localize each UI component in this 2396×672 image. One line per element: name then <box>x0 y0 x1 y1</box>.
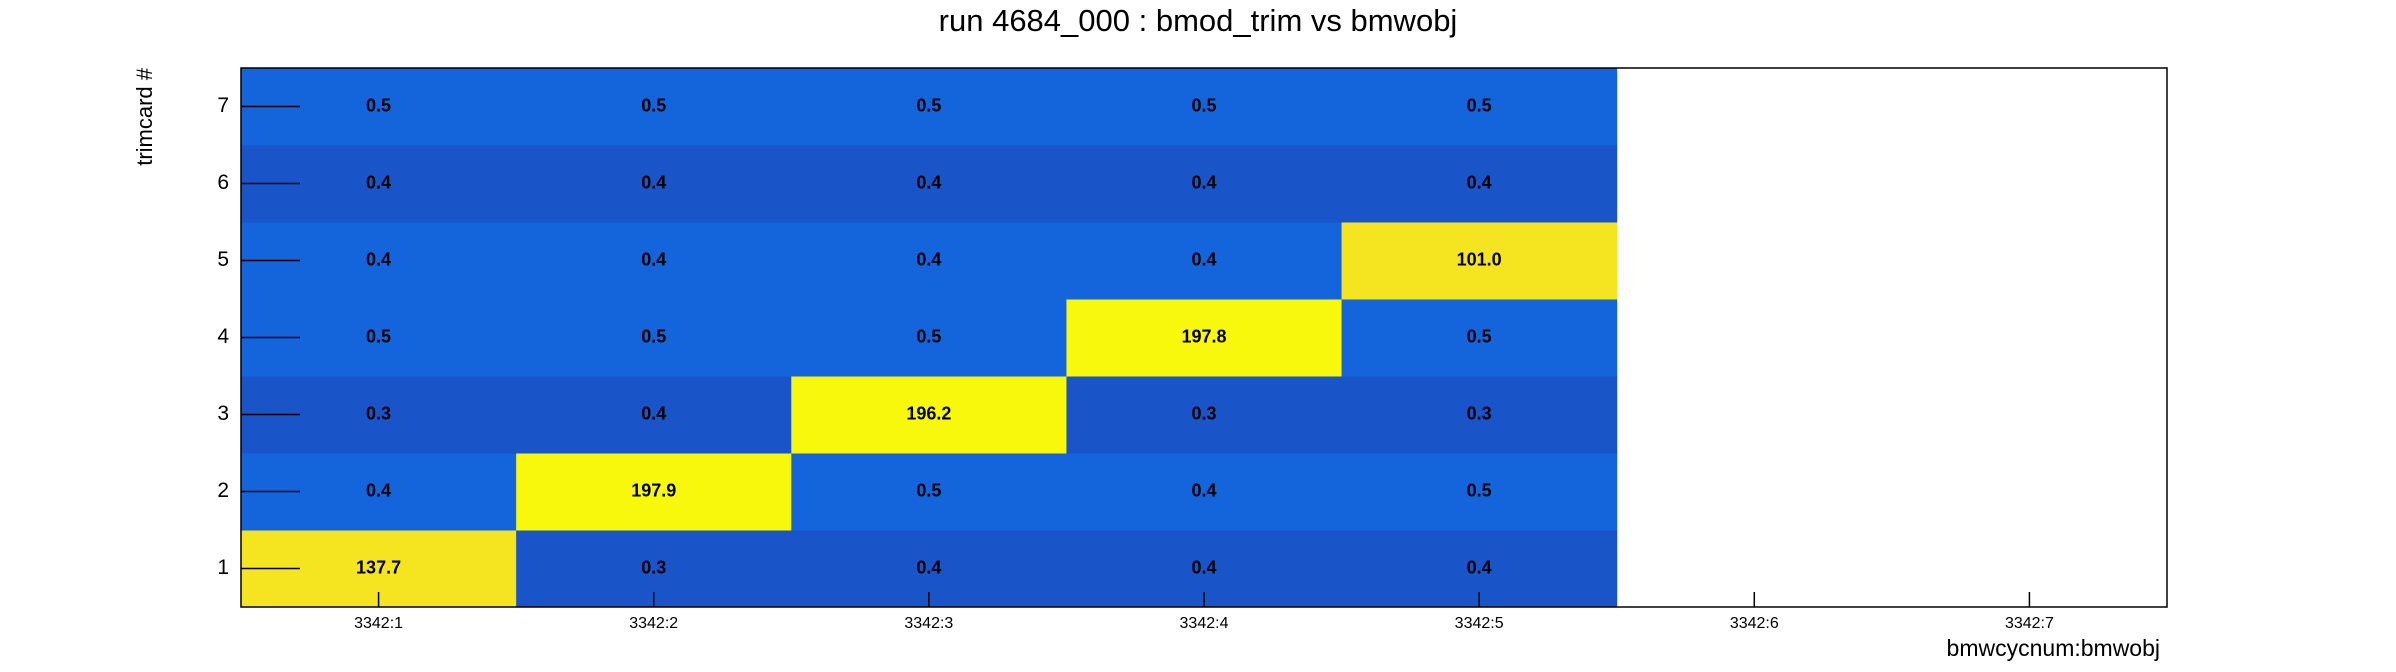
cell-label: 137.7 <box>356 557 401 577</box>
cell-label: 0.5 <box>916 95 941 115</box>
cell-label: 0.5 <box>366 326 391 346</box>
cell <box>1341 376 1618 454</box>
cell-label: 0.4 <box>1467 172 1492 192</box>
cell <box>516 145 792 223</box>
cell <box>791 222 1067 300</box>
cell <box>1341 299 1618 377</box>
cell-label: 0.5 <box>1191 95 1216 115</box>
cell-label: 0.4 <box>916 557 941 577</box>
cell <box>1066 68 1343 146</box>
cell <box>516 68 792 146</box>
cell-label: 0.5 <box>641 326 666 346</box>
y-tick-label: 1 <box>217 556 229 579</box>
cell <box>516 376 792 454</box>
y-tick-label: 3 <box>217 402 229 425</box>
cell <box>1066 376 1343 454</box>
y-tick-label: 6 <box>217 171 229 194</box>
cell <box>791 299 1067 377</box>
cell-label: 0.5 <box>1467 480 1492 500</box>
y-axis-label: trimcard # <box>132 67 157 166</box>
cell-label: 0.4 <box>1191 557 1216 577</box>
cell <box>1341 145 1618 223</box>
x-axis-label: bmwcycnum:bmwobj <box>1947 635 2160 661</box>
cell-label: 0.4 <box>641 172 666 192</box>
cell <box>1341 222 1618 300</box>
cell-label: 101.0 <box>1457 249 1502 269</box>
cell-label: 0.4 <box>641 403 666 423</box>
cell-label: 0.5 <box>1467 95 1492 115</box>
x-tick-label: 3342:4 <box>1180 615 1229 632</box>
x-tick-label: 3342:3 <box>904 615 953 632</box>
cell <box>1066 299 1343 377</box>
cell-label: 197.8 <box>1181 326 1226 346</box>
x-tick-label: 3342:7 <box>2005 615 2054 632</box>
cell-label: 0.4 <box>366 480 391 500</box>
cell-label: 0.3 <box>1467 403 1492 423</box>
x-tick-label: 3342:5 <box>1455 615 1504 632</box>
x-tick-label: 3342:6 <box>1730 615 1779 632</box>
cell <box>516 453 792 531</box>
cell-label: 0.5 <box>366 95 391 115</box>
cell-label: 0.5 <box>641 95 666 115</box>
cell-label: 0.4 <box>916 249 941 269</box>
cell-label: 0.4 <box>641 249 666 269</box>
y-tick-label: 4 <box>217 325 229 348</box>
y-tick-label: 7 <box>217 94 229 117</box>
y-tick-label: 5 <box>217 248 229 271</box>
cell-label: 0.4 <box>366 172 391 192</box>
cell-label: 0.3 <box>366 403 391 423</box>
cell-label: 196.2 <box>906 403 951 423</box>
cell <box>1341 453 1618 531</box>
axes: 1 2 3 4 5 6 7 3342:1 3342:2 3342:3 3342:4 3342:5 334… <box>217 67 2168 632</box>
cell <box>791 68 1067 146</box>
cells: 137.7 0.3 0.4 0.4 0.4 0.4 197.9 0.5 0.4 0.5 0.3 0.4… <box>241 68 1618 608</box>
cell-label: 0.4 <box>1467 557 1492 577</box>
cell <box>791 453 1067 531</box>
cell <box>1066 222 1343 300</box>
cell-label: 0.4 <box>916 172 941 192</box>
cell-label: 0.4 <box>1191 249 1216 269</box>
cell-label: 0.3 <box>1191 403 1216 423</box>
cell-label: 0.4 <box>366 249 391 269</box>
cell <box>791 376 1067 454</box>
cell <box>1066 453 1343 531</box>
cell-label: 0.3 <box>641 557 666 577</box>
cell-label: 0.4 <box>1191 172 1216 192</box>
cell-label: 0.4 <box>1191 480 1216 500</box>
y-tick-label: 2 <box>217 479 229 502</box>
chart-title: run 4684_000 : bmod_trim vs bmwobj <box>939 3 1458 38</box>
cell-label: 197.9 <box>631 480 676 500</box>
cell-label: 0.5 <box>916 326 941 346</box>
x-tick-label: 3342:1 <box>354 615 403 632</box>
cell <box>516 222 792 300</box>
cell-label: 0.5 <box>1467 326 1492 346</box>
cell-label: 0.5 <box>916 480 941 500</box>
cell <box>1341 68 1618 146</box>
cell <box>516 299 792 377</box>
x-tick-label: 3342:2 <box>629 615 678 632</box>
cell <box>791 145 1067 223</box>
cell <box>1066 145 1343 223</box>
